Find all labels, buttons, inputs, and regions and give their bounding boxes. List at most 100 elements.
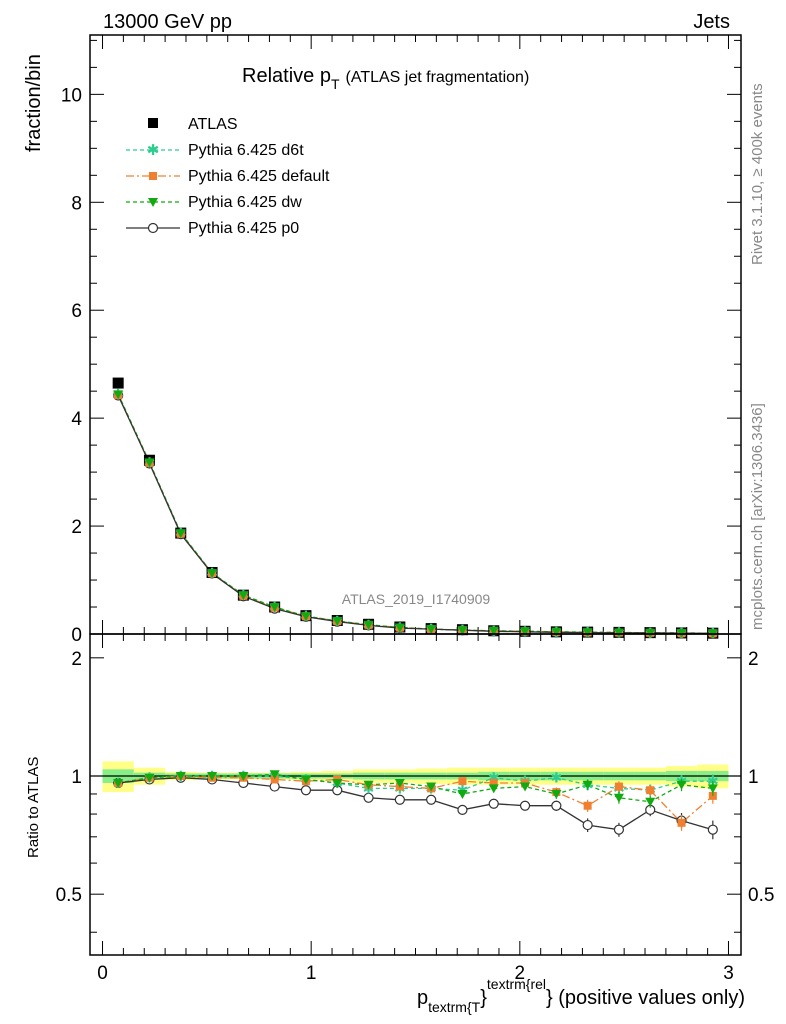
ratio-ticks: 0.5 0.5 1 1 2 2 0 1 2 3 — [56, 634, 774, 984]
main-point-dw — [363, 620, 374, 630]
ratio-point-dw — [520, 782, 531, 792]
ratio-point-dw — [582, 780, 593, 790]
ratio-line-dw — [118, 773, 713, 803]
main-ylabel: fraction/bin — [23, 54, 45, 152]
legend-entry-p0: Pythia 6.425 p0 — [126, 220, 299, 237]
xlabel-close: } — [480, 987, 487, 1009]
ratio-point-default — [646, 786, 655, 795]
ratio-series: ✱✱✱✱✱✱✱✱✱✱✱✱✱✱✱✱✱✱✱✱ — [112, 769, 719, 840]
ratio-ytick-label: 2 — [71, 649, 82, 670]
ratio-point-default — [489, 778, 498, 787]
legend-label-d6t: Pythia 6.425 d6t — [188, 142, 304, 159]
main-ytick-label: 8 — [71, 193, 82, 214]
ratio-point-p0 — [582, 819, 593, 831]
ratio-point-dw — [676, 780, 687, 790]
ratio-xtick-label: 2 — [515, 963, 526, 984]
ratio-ytick-label-right: 2 — [748, 649, 759, 670]
mcplots-label: mcplots.cern.ch [arXiv:1306.3436] — [749, 403, 766, 630]
legend-marker-p0 — [147, 222, 159, 234]
ratio-point-p0 — [551, 800, 562, 811]
legend-label-atlas: ATLAS — [188, 116, 238, 133]
ratio-point-dw — [238, 772, 249, 782]
main-point-dw — [582, 628, 593, 638]
ratio-line-default — [118, 775, 714, 824]
ratio-point-dw — [269, 770, 280, 780]
legend-marker-d6t: ✱ — [147, 142, 160, 159]
ratio-point-default — [614, 782, 623, 791]
main-point-dw — [426, 625, 437, 635]
ratio-point-dw — [394, 778, 405, 788]
ratio-xtick-label: 0 — [97, 963, 108, 984]
ratio-line-p0 — [118, 777, 713, 831]
ratio-point-dw — [363, 780, 374, 790]
ratio-point-p0 — [363, 792, 374, 803]
ratio-point-dw — [426, 782, 437, 792]
header-right: Jets — [693, 11, 730, 33]
ratio-point-dw — [113, 778, 124, 788]
ratio-point-p0 — [457, 804, 468, 815]
ratio-point-dw — [457, 789, 468, 799]
main-point-dw — [207, 569, 218, 579]
main-ytick-label: 6 — [71, 301, 82, 322]
main-ytick-label: 0 — [71, 625, 82, 646]
main-point-dw — [394, 623, 405, 633]
ratio-ytick-label: 0.5 — [56, 885, 82, 906]
xlabel-sub: textrm{T — [428, 999, 481, 1015]
main-point-dw — [488, 626, 499, 636]
ratio-point-p0 — [394, 794, 405, 805]
legend-label-dw: Pythia 6.425 dw — [188, 194, 302, 211]
ratio-point-default — [677, 818, 686, 827]
ratio-panel: 0.5 0.5 1 1 2 2 0 1 2 3 ✱✱✱✱✱✱✱✱✱✱✱✱✱✱✱✱✱✱✱✱ Rati… — [25, 633, 774, 1015]
ratio-point-dw — [144, 773, 155, 783]
ratio-point-dw — [488, 784, 499, 794]
ratio-frame — [89, 633, 742, 956]
main-ytick-label: 2 — [71, 517, 82, 538]
legend-entry-atlas: ATLAS — [148, 116, 238, 133]
main-title-text: Relative p — [242, 65, 331, 87]
legend-label-p0: Pythia 6.425 p0 — [188, 220, 299, 237]
xlabel-sup: textrm{rel — [487, 976, 546, 992]
legend: ATLAS ✱ Pythia 6.425 d6t Pythia 6.425 de… — [126, 116, 330, 237]
legend-marker-atlas — [148, 118, 158, 128]
main-point-dw — [175, 529, 186, 539]
ratio-xtick-label: 1 — [306, 963, 317, 984]
legend-label-default: Pythia 6.425 default — [188, 168, 330, 185]
ratio-point-dw — [175, 772, 186, 782]
legend-entry-d6t: ✱ Pythia 6.425 d6t — [126, 142, 304, 159]
main-point-dw — [238, 591, 249, 601]
ratio-ylabel: Ratio to ATLAS — [25, 757, 42, 858]
main-ytick-label: 4 — [71, 409, 82, 430]
ratio-point-dw — [645, 797, 656, 807]
xlabel-main: p — [417, 987, 428, 1009]
ratio-point-p0 — [488, 798, 499, 809]
main-ytick-label: 10 — [61, 85, 82, 106]
main-point-dw — [613, 628, 624, 638]
main-point-dw — [144, 458, 155, 468]
ratio-point-p0 — [613, 824, 625, 835]
ratio-point-default — [270, 775, 279, 784]
ratio-ytick-label-right: 0.5 — [748, 885, 774, 906]
main-title-sub: T — [331, 76, 340, 92]
main-point-dw — [332, 617, 343, 627]
rivet-label: Rivet 3.1.10, ≥ 400k events — [749, 83, 766, 265]
ratio-xtick-label: 3 — [723, 963, 734, 984]
legend-marker-dw — [148, 198, 158, 207]
main-panel: 0 2 4 6 8 10 ✱✱✱✱✱✱✱✱✱✱✱✱✱✱✱✱✱✱✱✱ ATLAS_2019_… — [23, 34, 742, 646]
main-point-dw — [269, 603, 280, 613]
main-point-dw — [113, 390, 124, 400]
main-title: Relative pT (ATLAS jet fragmentation) — [242, 65, 529, 92]
ratio-ytick-label-right: 1 — [748, 767, 759, 788]
ratio-point-dw — [707, 784, 718, 794]
ratio-point-p0 — [707, 824, 718, 835]
main-point-dw — [300, 612, 311, 622]
main-point-dw — [457, 626, 468, 636]
ratio-point-dw — [207, 772, 218, 782]
legend-marker-default — [149, 172, 157, 180]
ratio-ytick-label: 1 — [71, 767, 82, 788]
ratio-point-dw — [332, 778, 343, 788]
ratio-point-dw — [551, 789, 562, 799]
ratio-point-p0 — [300, 785, 312, 796]
main-ticks: 0 2 4 6 8 10 — [61, 35, 741, 646]
watermark: ATLAS_2019_I1740909 — [342, 591, 491, 607]
